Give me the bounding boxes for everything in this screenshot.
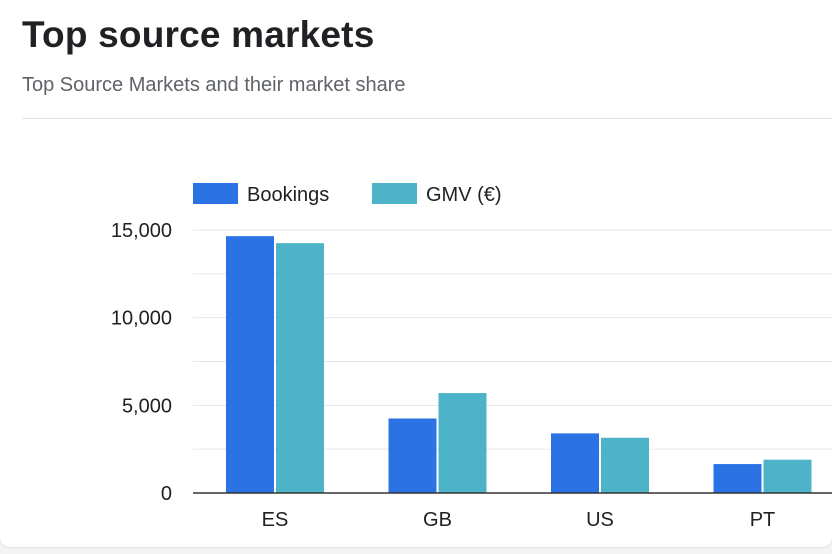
bar-us-bookings[interactable] xyxy=(551,433,599,493)
bar-es-gmv[interactable] xyxy=(276,243,324,493)
header-divider xyxy=(22,118,832,119)
legend-swatch-bookings xyxy=(193,183,238,204)
bar-pt-gmv[interactable] xyxy=(763,459,812,493)
bar-gb-bookings[interactable] xyxy=(388,418,437,493)
bar-es-bookings[interactable] xyxy=(226,236,274,494)
y-tick-label: 5,000 xyxy=(122,395,172,417)
bars xyxy=(226,236,812,494)
bar-us-gmv[interactable] xyxy=(601,437,649,493)
y-tick-label: 10,000 xyxy=(111,308,172,330)
x-tick-label: ES xyxy=(262,509,289,531)
chart-subtitle: Top Source Markets and their market shar… xyxy=(22,74,406,96)
chart-title: Top source markets xyxy=(22,14,375,55)
bar-pt-bookings[interactable] xyxy=(713,464,762,493)
legend-label-gmv: GMV (€) xyxy=(426,184,502,206)
legend-label-bookings: Bookings xyxy=(247,184,329,206)
legend-swatch-gmv xyxy=(372,183,417,204)
legend: Bookings GMV (€) xyxy=(193,183,502,206)
y-tick-label: 15,000 xyxy=(111,220,172,242)
x-tick-label: US xyxy=(586,509,614,531)
bar-gb-gmv[interactable] xyxy=(438,393,487,493)
y-tick-label: 0 xyxy=(161,483,172,505)
x-tick-label: GB xyxy=(423,509,452,531)
x-tick-label: PT xyxy=(750,509,776,531)
axes: 0 5,000 10,000 15,000 ES GB US PT xyxy=(111,220,832,531)
